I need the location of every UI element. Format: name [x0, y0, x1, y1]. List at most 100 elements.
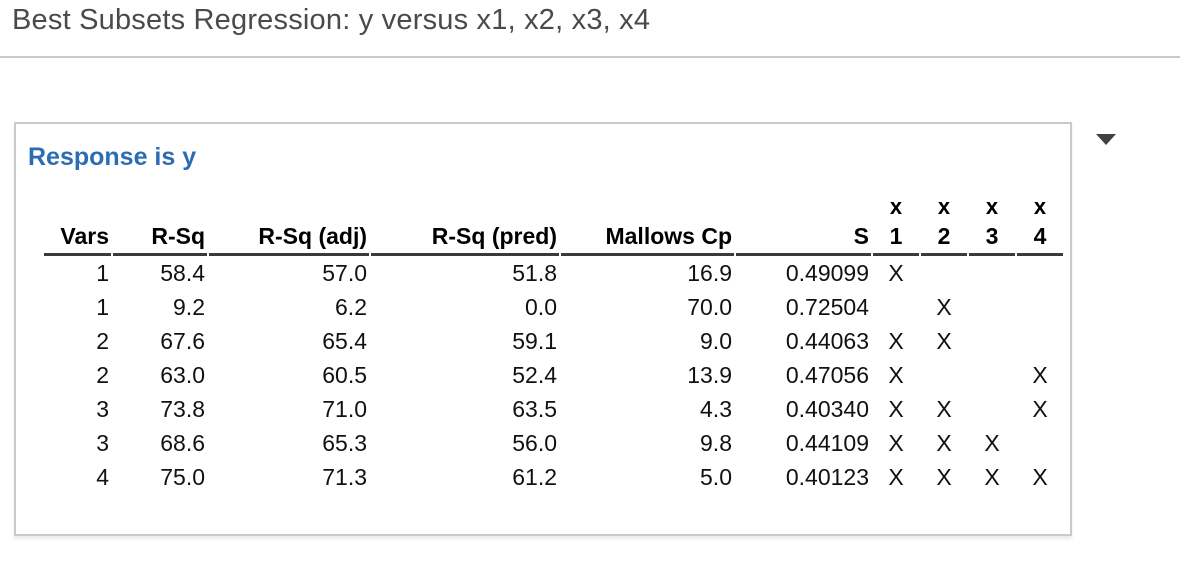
cell-vars: 1	[96, 293, 109, 320]
table-row: 3 68.6 65.3 56.0 9.8 0.44109 X X X	[44, 426, 1063, 460]
table-row: 2 63.0 60.5 52.4 13.9 0.47056 X X	[44, 358, 1063, 392]
cell-r-sq: 58.4	[160, 259, 205, 286]
cell-x4	[1017, 324, 1063, 358]
cell-mallows-cp: 16.9	[687, 259, 732, 286]
cell-r-sq: 68.6	[160, 429, 205, 456]
cell-r-sq-pred: 63.5	[512, 395, 557, 422]
cell-r-sq: 67.6	[160, 327, 205, 354]
page-title: Best Subsets Regression: y versus x1, x2…	[12, 4, 651, 36]
cell-r-sq-pred: 61.2	[512, 463, 557, 490]
table-row: 1 9.2 6.2 0.0 70.0 0.72504 X	[44, 290, 1063, 324]
col-header-r-sq: R-Sq	[113, 222, 207, 256]
cell-x4	[1017, 290, 1063, 324]
panel-collapse-toggle[interactable]	[1096, 134, 1116, 162]
cell-r-sq-pred: 59.1	[512, 327, 557, 354]
cell-vars: 1	[96, 259, 109, 286]
col-header-x2: 2	[921, 222, 967, 256]
cell-r-sq-adj: 71.0	[322, 395, 367, 422]
cell-r-sq-adj: 57.0	[322, 259, 367, 286]
cell-x1: X	[888, 327, 904, 354]
cell-x2: X	[936, 463, 952, 490]
cell-vars: 2	[96, 361, 109, 388]
cell-x3	[969, 358, 1015, 392]
cell-s: 0.40340	[785, 395, 869, 422]
cell-vars: 4	[96, 463, 109, 490]
cell-r-sq-adj: 60.5	[322, 361, 367, 388]
col-header-r-sq-pred: R-Sq (pred)	[371, 222, 559, 256]
cell-r-sq-pred: 52.4	[512, 361, 557, 388]
cell-r-sq: 9.2	[173, 293, 205, 320]
x-label-spacer	[561, 180, 734, 222]
cell-x2	[921, 256, 967, 290]
cell-s: 0.49099	[785, 259, 869, 286]
cell-x2	[921, 358, 967, 392]
title-divider	[0, 56, 1180, 58]
cell-s: 0.44109	[785, 429, 869, 456]
cell-s: 0.47056	[785, 361, 869, 388]
cell-r-sq: 75.0	[160, 463, 205, 490]
col-header-x4: 4	[1017, 222, 1063, 256]
triangle-down-icon	[1096, 134, 1116, 162]
col-header-x3: 3	[969, 222, 1015, 256]
x-label-x4: x	[1033, 194, 1047, 219]
col-header-x1: 1	[873, 222, 919, 256]
x-label-spacer	[113, 180, 207, 222]
cell-r-sq-adj: 65.3	[322, 429, 367, 456]
col-header-mallows-cp: Mallows Cp	[561, 222, 734, 256]
cell-x4	[1017, 426, 1063, 460]
cell-r-sq-adj: 6.2	[335, 293, 367, 320]
cell-mallows-cp: 9.8	[700, 429, 732, 456]
cell-r-sq-pred: 51.8	[512, 259, 557, 286]
col-header-s: S	[736, 222, 871, 256]
cell-x4	[1017, 256, 1063, 290]
x-label-x3: x	[985, 194, 999, 219]
column-header-row: Vars R-Sq R-Sq (adj) R-Sq (pred) Mallows…	[44, 222, 1063, 256]
cell-x4: X	[1032, 361, 1048, 388]
x-label-spacer	[371, 180, 559, 222]
x-label-x1: x	[889, 194, 903, 219]
cell-mallows-cp: 9.0	[700, 327, 732, 354]
cell-r-sq: 63.0	[160, 361, 205, 388]
cell-r-sq-adj: 71.3	[322, 463, 367, 490]
cell-x3: X	[984, 429, 1000, 456]
cell-x4: X	[1032, 463, 1048, 490]
predictor-x-label-row: x x x x	[44, 180, 1063, 222]
cell-x3: X	[984, 463, 1000, 490]
cell-x1: X	[888, 463, 904, 490]
cell-mallows-cp: 13.9	[687, 361, 732, 388]
cell-x2: X	[936, 293, 952, 320]
best-subsets-table: x x x x Vars R-Sq R-Sq (adj) R-Sq (pred)…	[42, 180, 1065, 494]
table-row: 2 67.6 65.4 59.1 9.0 0.44063 X X	[44, 324, 1063, 358]
cell-vars: 3	[96, 429, 109, 456]
cell-x1: X	[888, 429, 904, 456]
cell-x3	[969, 290, 1015, 324]
table-row: 3 73.8 71.0 63.5 4.3 0.40340 X X X	[44, 392, 1063, 426]
cell-s: 0.40123	[785, 463, 869, 490]
table-row: 1 58.4 57.0 51.8 16.9 0.49099 X	[44, 256, 1063, 290]
cell-mallows-cp: 70.0	[687, 293, 732, 320]
cell-x2: X	[936, 429, 952, 456]
col-header-vars: Vars	[44, 222, 111, 256]
cell-x1: X	[888, 361, 904, 388]
x-label-spacer	[209, 180, 369, 222]
cell-x1	[873, 290, 919, 324]
cell-r-sq-pred: 56.0	[512, 429, 557, 456]
col-header-r-sq-adj: R-Sq (adj)	[209, 222, 369, 256]
table-row: 4 75.0 71.3 61.2 5.0 0.40123 X X X X	[44, 460, 1063, 494]
table-body: 1 58.4 57.0 51.8 16.9 0.49099 X 1 9.2 6.…	[44, 256, 1063, 494]
panel-heading: Response is y	[28, 143, 197, 171]
cell-x3	[969, 392, 1015, 426]
response-panel: Response is y x x x x Vars R-Sq R-Sq (ad…	[14, 122, 1072, 536]
x-label-spacer	[736, 180, 871, 222]
cell-vars: 2	[96, 327, 109, 354]
cell-x2: X	[936, 395, 952, 422]
cell-x3	[969, 256, 1015, 290]
cell-x4: X	[1032, 395, 1048, 422]
cell-r-sq-adj: 65.4	[322, 327, 367, 354]
cell-s: 0.44063	[785, 327, 869, 354]
cell-x3	[969, 324, 1015, 358]
cell-x1: X	[888, 395, 904, 422]
x-label-spacer	[44, 180, 111, 222]
cell-mallows-cp: 4.3	[700, 395, 732, 422]
table-header: x x x x Vars R-Sq R-Sq (adj) R-Sq (pred)…	[44, 180, 1063, 256]
